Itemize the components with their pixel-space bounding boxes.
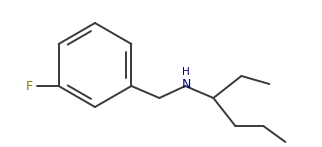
Text: H: H (183, 67, 190, 77)
Text: N: N (182, 78, 191, 91)
Text: F: F (25, 80, 33, 92)
